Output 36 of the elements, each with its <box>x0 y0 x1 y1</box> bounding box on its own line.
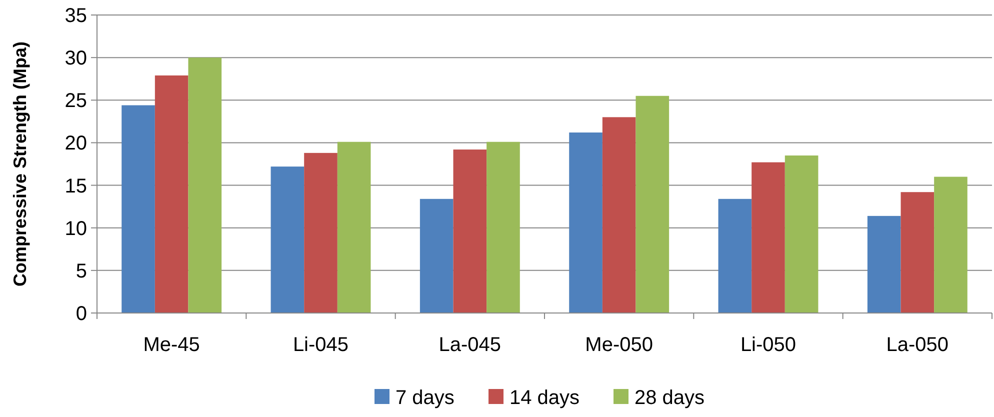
bar <box>867 216 901 313</box>
y-tick-label: 35 <box>64 5 87 27</box>
y-tick-label: 20 <box>64 132 87 155</box>
bar <box>569 132 602 313</box>
bar <box>154 75 188 313</box>
bar <box>122 105 155 313</box>
bar <box>934 176 968 313</box>
y-tick-label: 5 <box>76 260 87 282</box>
bar <box>453 150 487 313</box>
bar <box>752 162 785 313</box>
bar <box>718 198 752 313</box>
y-tick-label: 15 <box>64 175 87 198</box>
x-tick-label: La-045 <box>438 334 502 356</box>
x-tick-label: Me-050 <box>585 334 653 356</box>
legend-label: 28 days <box>634 387 705 409</box>
bar <box>304 152 338 313</box>
bar <box>337 142 371 313</box>
bar <box>602 117 636 313</box>
bar <box>636 96 670 313</box>
x-tick-label: La-050 <box>886 334 949 356</box>
bar <box>270 166 304 313</box>
legend-label: 14 days <box>510 387 580 409</box>
bar <box>486 142 520 313</box>
bar <box>420 198 454 313</box>
legend-label: 7 days <box>396 387 454 409</box>
bar <box>188 58 222 313</box>
x-tick-label: Li-045 <box>292 334 349 356</box>
x-tick-label: Me-45 <box>143 334 200 356</box>
bar <box>900 192 934 313</box>
y-tick-label: 30 <box>64 48 87 70</box>
y-tick-label: 0 <box>76 303 87 325</box>
y-tick-label: 25 <box>64 90 87 112</box>
bar <box>784 155 818 313</box>
y-tick-label: 10 <box>64 218 87 240</box>
x-tick-label: Li-050 <box>740 334 796 356</box>
y-axis-title: Compressive Strength (Mpa) <box>10 41 30 287</box>
